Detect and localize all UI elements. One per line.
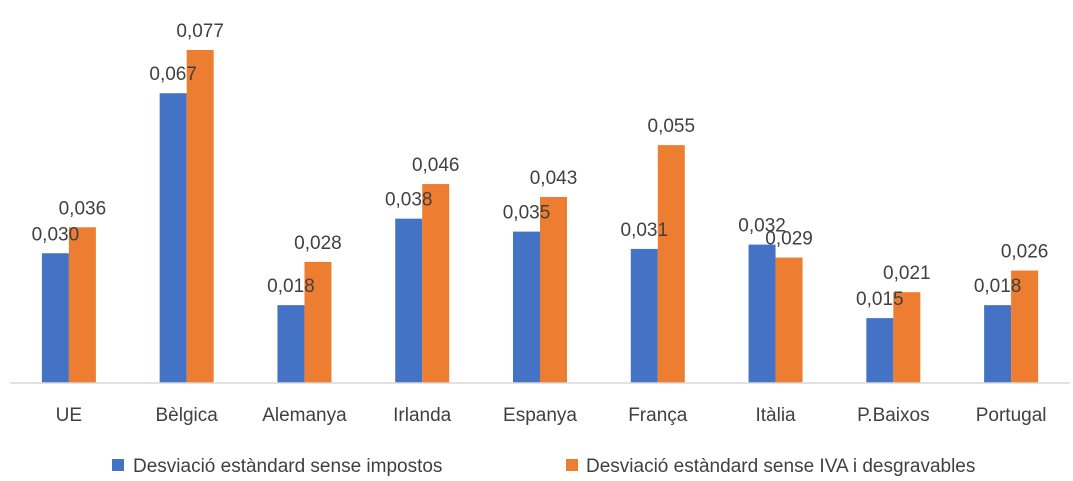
- bar-series-1: [159, 93, 187, 383]
- bar-series-2: [775, 257, 803, 383]
- data-labels-group: 0,030 0,036 0,067 0,077 0,018 0,028 0,038 0,046…: [32, 21, 1049, 310]
- bar-series-2: [422, 184, 450, 383]
- category-label: França: [628, 405, 688, 426]
- data-label-series-1: 0,067: [149, 64, 197, 85]
- category-label: Itàlia: [755, 405, 796, 426]
- data-label-series-2: 0,036: [59, 198, 107, 219]
- data-label-series-1: 0,030: [32, 224, 80, 245]
- data-label-series-2: 0,021: [883, 263, 931, 284]
- bar-series-2: [68, 227, 96, 383]
- bar-series-1: [41, 253, 69, 383]
- bar-series-2: [657, 145, 685, 383]
- bar-series-1: [277, 305, 305, 383]
- data-label-series-1: 0,018: [267, 276, 315, 297]
- data-label-series-1: 0,035: [503, 203, 551, 224]
- category-label: Alemanya: [262, 405, 347, 426]
- bar-series-2: [893, 292, 921, 383]
- bar-series-1: [866, 318, 894, 383]
- data-label-series-2: 0,046: [412, 155, 460, 176]
- category-label: UE: [56, 405, 82, 426]
- bar-series-2: [304, 261, 332, 383]
- bar-series-1: [984, 305, 1012, 383]
- data-label-series-2: 0,029: [765, 229, 813, 250]
- bars-group: [41, 49, 1039, 383]
- data-label-series-2: 0,026: [1001, 242, 1049, 263]
- bar-series-2: [186, 49, 214, 383]
- legend-label-series-1: Desviació estàndard sense impostos: [133, 456, 442, 477]
- category-label: P.Baixos: [857, 405, 930, 426]
- legend-swatch-series-2: [566, 459, 578, 471]
- bar-series-1: [748, 244, 776, 383]
- bar-series-1: [513, 231, 540, 383]
- data-label-series-1: 0,038: [385, 190, 433, 211]
- category-label: Bèlgica: [156, 405, 219, 426]
- legend-label-series-2: Desviació estàndard sense IVA i desgrava…: [586, 456, 975, 477]
- data-label-series-2: 0,028: [294, 233, 342, 254]
- data-label-series-1: 0,015: [856, 289, 904, 310]
- data-label-series-2: 0,055: [648, 116, 696, 137]
- data-label-series-1: 0,031: [621, 220, 669, 241]
- bar-series-2: [1011, 270, 1039, 383]
- data-label-series-1: 0,032: [738, 216, 786, 237]
- bar-series-1: [630, 248, 658, 383]
- bar-series-1: [395, 218, 423, 383]
- legend: Desviació estàndard sense impostos Desvi…: [112, 456, 975, 477]
- data-label-series-2: 0,043: [530, 168, 578, 189]
- legend-swatch-series-1: [112, 459, 124, 471]
- category-label: Irlanda: [393, 405, 452, 426]
- data-label-series-1: 0,018: [974, 276, 1022, 297]
- data-label-series-2: 0,077: [176, 21, 224, 42]
- category-label: Portugal: [976, 405, 1047, 426]
- category-label: Espanya: [503, 405, 577, 426]
- bar-series-2: [540, 197, 567, 383]
- category-labels-group: UE Bèlgica Alemanya Irlanda Espanya França Ità…: [56, 405, 1047, 426]
